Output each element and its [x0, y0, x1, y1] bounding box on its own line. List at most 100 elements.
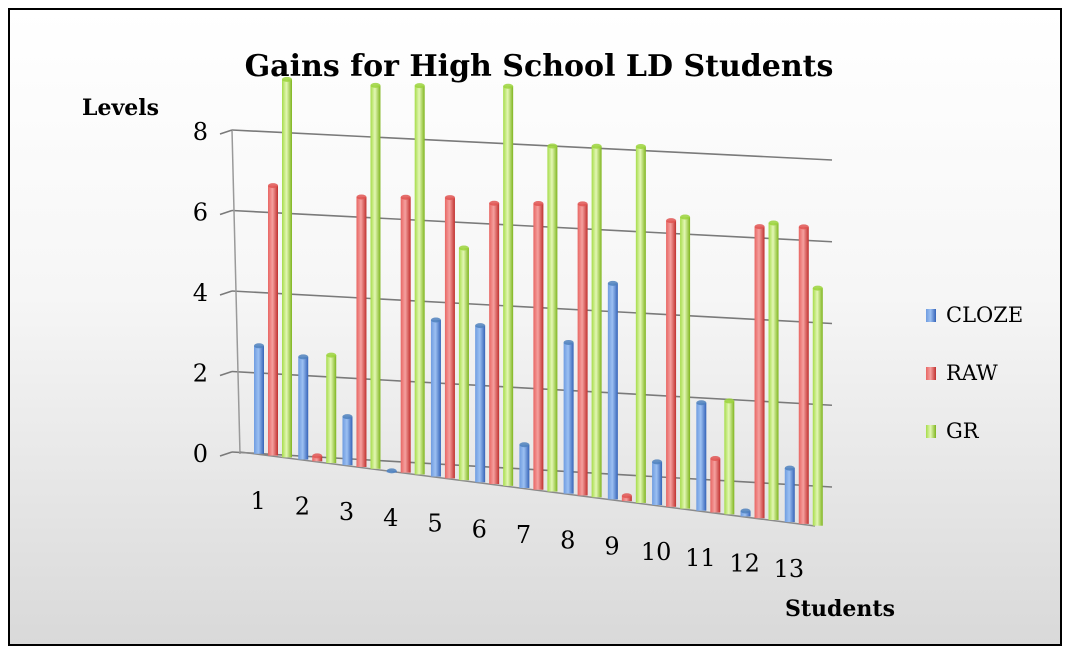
bar-gr-10	[680, 214, 691, 509]
bar-top	[710, 456, 721, 462]
bar-cloze-4	[386, 468, 397, 474]
bar-body	[621, 495, 632, 502]
bars	[254, 76, 823, 526]
bar-body	[356, 196, 367, 467]
bar-body	[282, 79, 292, 458]
bar-top	[621, 493, 632, 499]
bar-top	[635, 144, 646, 150]
bar-top	[386, 468, 397, 474]
bar-raw-9	[621, 493, 632, 502]
bar-top	[577, 201, 588, 207]
bar-gr-1	[282, 76, 292, 458]
bar-gr-3	[370, 82, 381, 469]
bar-top	[326, 352, 337, 358]
bar-top	[356, 194, 367, 200]
bar-top	[652, 459, 663, 465]
bar-body	[254, 345, 264, 454]
bar-top	[268, 183, 278, 189]
x-tick-label: 2	[295, 493, 310, 521]
legend-label-raw: RAW	[946, 361, 998, 385]
bar-top	[342, 414, 353, 420]
bar-cloze-11	[696, 400, 707, 511]
bar-raw-4	[400, 194, 411, 473]
x-tick-label: 13	[774, 555, 805, 583]
bar-cloze-7	[519, 442, 530, 488]
bar-top	[784, 465, 795, 471]
bar-body	[754, 226, 765, 519]
bar-body	[458, 247, 469, 481]
y-tick-mark	[219, 209, 233, 216]
legend-swatch-gr	[926, 425, 936, 438]
bar-body	[740, 511, 751, 517]
bar-top	[607, 280, 618, 286]
legend-label-gr: GR	[946, 419, 980, 443]
bar-top	[563, 339, 574, 345]
bar-body	[326, 355, 337, 464]
bar-raw-8	[577, 201, 588, 496]
y-axis-title: Levels	[82, 95, 159, 121]
bar-cloze-13	[784, 465, 795, 523]
bar-raw-13	[798, 224, 809, 524]
bar-body	[342, 416, 353, 466]
y-tick-label: 6	[193, 199, 208, 227]
bar-top	[812, 285, 823, 291]
bar-body	[710, 458, 721, 513]
y-tick-mark	[219, 370, 233, 377]
y-tick-labels: 0 2 4 6 8	[193, 118, 208, 468]
bar-raw-1	[268, 183, 278, 456]
bar-cloze-5	[430, 317, 441, 477]
x-tick-label: 10	[641, 538, 672, 566]
chart-title: Gains for High School LD Students	[245, 49, 834, 84]
x-axis-title: Students	[785, 596, 895, 622]
bar-gr-9	[635, 144, 646, 503]
bar-raw-2	[312, 453, 323, 462]
x-tick-label: 9	[604, 532, 619, 560]
bar-body	[430, 319, 441, 477]
bar-raw-11	[710, 456, 721, 513]
bar-top	[444, 195, 455, 201]
bar-raw-5	[444, 195, 455, 479]
bar-top	[680, 214, 691, 220]
bar-gr-8	[591, 143, 602, 498]
bar-cloze-9	[607, 280, 618, 500]
legend-swatch-raw	[926, 367, 936, 380]
bar-gr-11	[724, 398, 735, 515]
bar-body	[400, 197, 411, 473]
bar-top	[768, 220, 779, 226]
legend-swatch-cloze	[926, 309, 936, 322]
legend: CLOZE RAW GR	[926, 303, 1023, 443]
bar-body	[680, 217, 691, 509]
bar-cloze-1	[254, 343, 264, 454]
x-tick-label: 7	[516, 521, 531, 549]
bar-gr-2	[326, 352, 337, 464]
bar-top	[458, 245, 469, 251]
x-tick-label: 4	[383, 504, 398, 532]
bar-raw-7	[533, 201, 544, 490]
bar-cloze-10	[652, 459, 663, 506]
bar-gr-6	[503, 83, 514, 486]
bar-top	[430, 317, 441, 323]
bar-body	[489, 203, 500, 485]
bar-body	[768, 223, 779, 521]
bar-top	[533, 201, 544, 207]
bar-top	[798, 224, 809, 230]
bar-body	[414, 85, 425, 475]
bar-body	[784, 468, 795, 523]
bar-gr-12	[768, 220, 779, 521]
bar-top	[591, 143, 602, 149]
bar-body	[563, 342, 574, 494]
bar-body	[268, 185, 278, 456]
x-tick-label: 11	[685, 544, 716, 572]
bar-top	[400, 194, 411, 200]
bar-body	[298, 356, 309, 460]
bar-body	[635, 146, 646, 503]
legend-label-cloze: CLOZE	[946, 303, 1023, 327]
bar-top	[312, 453, 323, 459]
bar-body	[475, 325, 486, 483]
y-tick-label: 2	[193, 360, 208, 388]
x-tick-label: 8	[560, 527, 575, 555]
bar-top	[254, 343, 264, 349]
bar-top	[666, 218, 677, 224]
x-tick-label: 6	[472, 515, 487, 543]
bar-body	[577, 203, 588, 496]
